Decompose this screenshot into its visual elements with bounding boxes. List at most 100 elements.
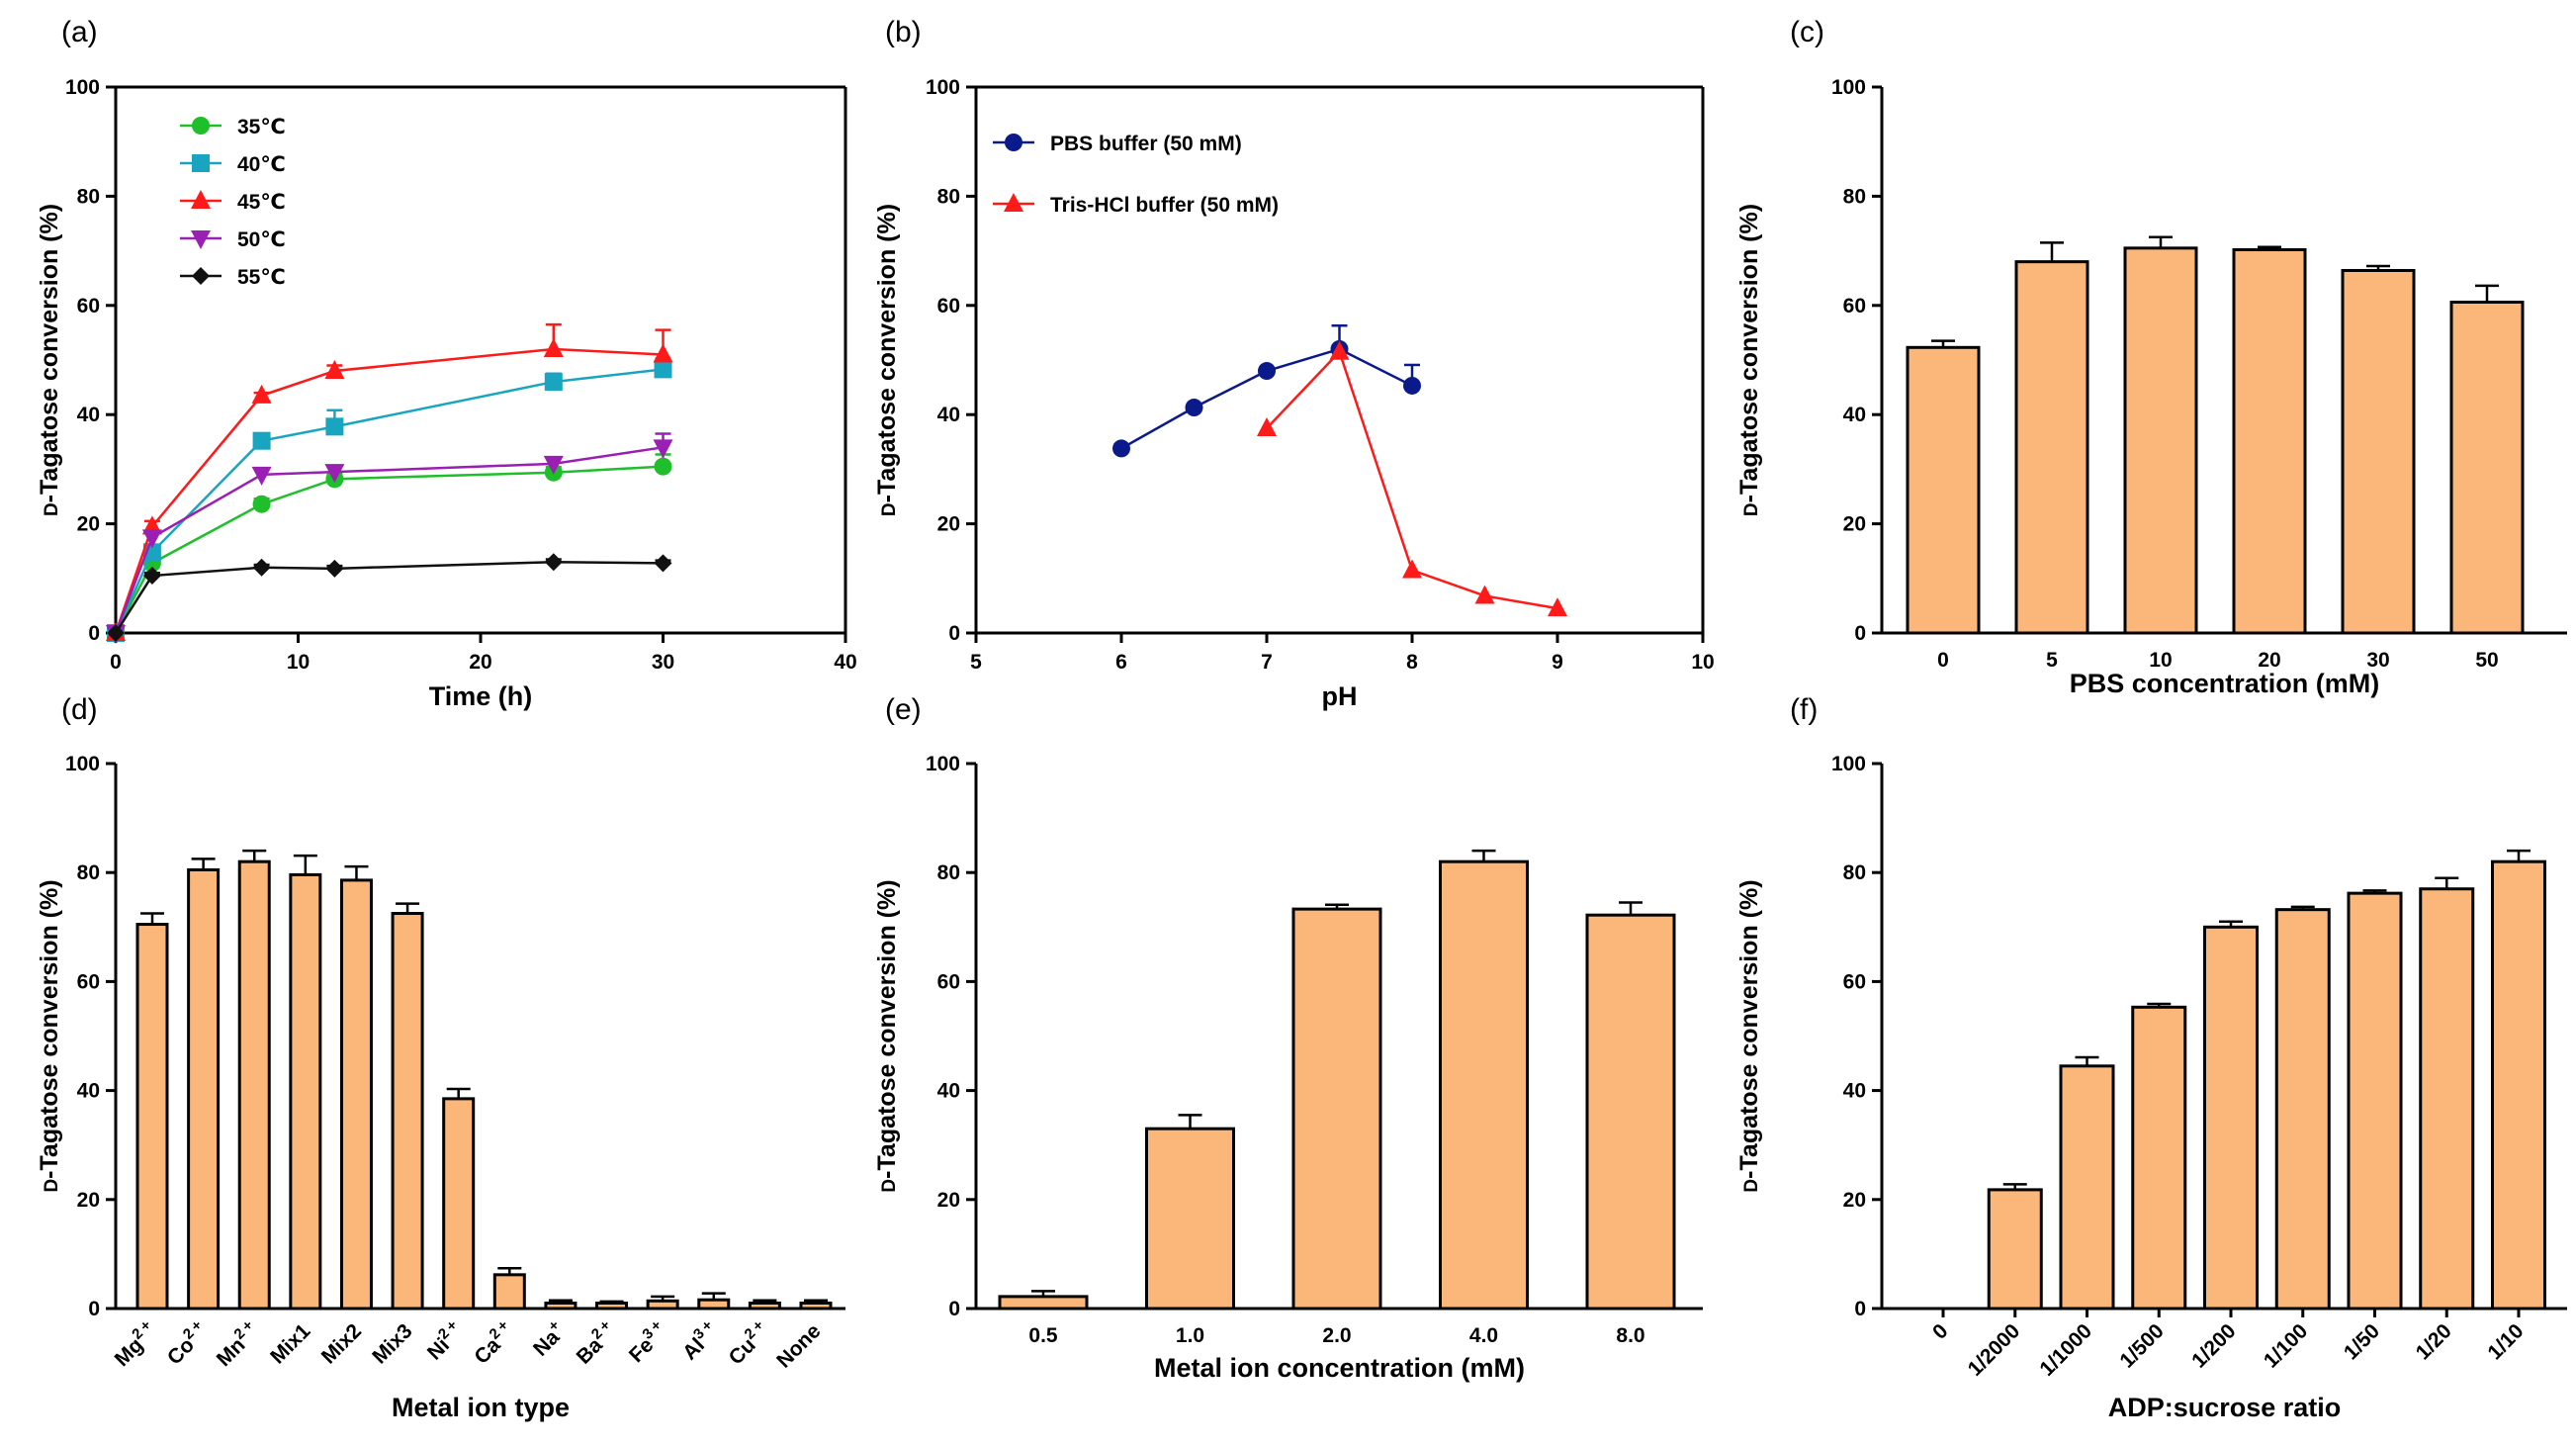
legend-marker: [192, 117, 210, 135]
panel-label: (b): [885, 16, 922, 48]
y-tick-label: 60: [937, 295, 960, 317]
x-tick-label: 30: [2366, 649, 2389, 672]
x-tick-label: 10: [287, 651, 310, 674]
bar: [135, 923, 169, 1311]
legend-label: 35℃: [237, 116, 286, 138]
y-tick-label: 0: [88, 1298, 100, 1320]
data-point: [1112, 439, 1130, 458]
series-1: [1257, 340, 1567, 617]
data-point: [654, 554, 672, 573]
y-tick-label: 60: [1843, 970, 1866, 993]
x-tick-label: Ca2 +: [468, 1316, 519, 1368]
legend-label: Tris-HCl buffer (50 mM): [1050, 194, 1279, 217]
panel-label: (a): [61, 16, 98, 48]
y-axis-title-rest: -Tagatose conversion (%): [1735, 204, 1763, 502]
data-point: [1474, 585, 1495, 604]
data-point: [653, 343, 673, 363]
data-point: [654, 360, 672, 379]
bar: [1906, 345, 1981, 635]
bar: [1585, 913, 1676, 1311]
series-0: [1112, 323, 1421, 458]
x-tick-label: 0.5: [1028, 1324, 1058, 1347]
x-tick-label: 1/10: [2483, 1319, 2528, 1364]
bar: [697, 1298, 731, 1311]
data-point: [1185, 399, 1203, 417]
bar: [2419, 887, 2475, 1311]
bar: [1145, 1127, 1235, 1311]
bar: [187, 867, 221, 1311]
data-point: [252, 558, 271, 577]
data-point: [1258, 362, 1276, 381]
y-tick-label: 80: [1843, 185, 1866, 208]
legend-label: 45℃: [237, 191, 286, 214]
legend-marker: [192, 154, 210, 172]
y-tick-label: 40: [77, 1080, 100, 1103]
data-point: [325, 559, 344, 578]
x-tick-label: 7: [1261, 651, 1273, 674]
bar: [544, 1301, 577, 1311]
x-tick-label: Mix1: [266, 1319, 315, 1369]
data-point: [543, 455, 564, 475]
bar: [492, 1273, 526, 1311]
x-tick-label: 0: [1937, 649, 1949, 672]
y-tick-label: 80: [937, 185, 960, 208]
series-1: [107, 357, 672, 642]
x-tick-label: 40: [834, 651, 856, 674]
bar: [998, 1295, 1089, 1311]
y-tick-label: 40: [77, 404, 100, 426]
x-tick-label: None: [772, 1319, 825, 1372]
y-axis-title-rest: -Tagatose conversion (%): [36, 879, 63, 1178]
legend-marker: [191, 230, 211, 249]
x-tick-label: Na+: [526, 1316, 570, 1360]
y-tick-label: 20: [937, 513, 960, 536]
x-tick-label: Cu2 +: [722, 1316, 774, 1369]
x-tick-label: 20: [2258, 649, 2280, 672]
panel-label: (f): [1790, 693, 1818, 726]
bar: [442, 1097, 476, 1311]
y-tick-label: 60: [1843, 295, 1866, 317]
legend-marker: [1004, 193, 1023, 212]
y-tick-label: 20: [1843, 513, 1866, 536]
x-tick-label-base: Mix1: [266, 1319, 315, 1369]
y-tick-label: 100: [926, 753, 960, 775]
bar: [2131, 1005, 2187, 1311]
bar: [799, 1301, 833, 1311]
y-axis-title: D-Tagatose conversion (%): [873, 879, 901, 1192]
y-tick-label: 100: [65, 753, 100, 775]
bar: [237, 859, 271, 1311]
series-0: [107, 453, 672, 642]
bar: [2123, 246, 2198, 635]
x-tick-label: Ni2 +: [420, 1316, 468, 1364]
x-tick-label: 30: [652, 651, 674, 674]
bar: [2059, 1064, 2115, 1311]
x-axis-title: pH: [1322, 681, 1358, 711]
bar: [2014, 260, 2089, 635]
y-axis-title: D-Tagatose conversion (%): [36, 879, 63, 1192]
bar: [2274, 908, 2331, 1311]
data-point: [544, 373, 563, 392]
y-tick-label: 60: [77, 970, 100, 993]
x-tick-label: 1/500: [2115, 1319, 2168, 1372]
series-line: [114, 560, 664, 634]
bar: [1291, 907, 1382, 1311]
y-axis-title-rest: -Tagatose conversion (%): [1735, 879, 1763, 1178]
y-tick-label: 80: [77, 185, 100, 208]
y-tick-label: 100: [1831, 76, 1866, 99]
x-tick-label: 5: [970, 651, 982, 674]
x-tick-label-base: Mix3: [368, 1319, 416, 1368]
legend-marker: [191, 190, 211, 209]
y-axis-title-smallcap: D: [42, 502, 62, 516]
data-point: [543, 337, 564, 357]
y-tick-label: 0: [948, 622, 960, 645]
data-point: [653, 439, 673, 459]
x-tick-label: 5: [2046, 649, 2058, 672]
bar: [595, 1301, 629, 1311]
bar: [2449, 300, 2525, 635]
y-axis-title-rest: -Tagatose conversion (%): [873, 879, 901, 1178]
y-tick-label: 20: [77, 1189, 100, 1212]
data-point: [1329, 340, 1350, 360]
y-tick-label: 40: [1843, 1080, 1866, 1103]
data-point: [1257, 417, 1277, 436]
bar: [748, 1301, 781, 1311]
